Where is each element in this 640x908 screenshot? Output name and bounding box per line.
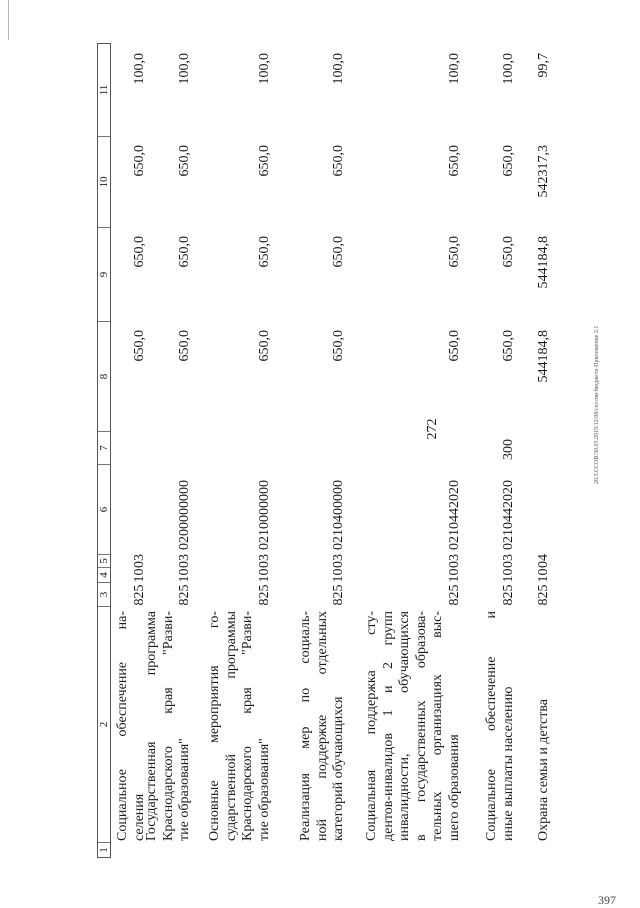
row-name-line: Краснодарского края "Разви- — [240, 611, 255, 841]
cell-col-10: 542317,3 — [536, 145, 551, 198]
cell-col-4: 10 — [536, 568, 551, 583]
cell-col-11: 99,7 — [536, 53, 551, 78]
cell-col-9: 650,0 — [446, 236, 462, 268]
row-name-cell: Реализация мер по социаль-ной поддержке … — [298, 607, 348, 843]
row-name-line: Государственная программа — [144, 611, 159, 841]
cell-col-8: 650,0 — [446, 330, 462, 362]
table-row: Социальное обеспечение и иные выплаты нас… — [484, 45, 517, 858]
cell-col-4: 10 — [177, 568, 192, 583]
cell-col-6: 0200000000 — [177, 480, 192, 550]
row-name-line: сударственной программы — [223, 611, 239, 841]
header-cell-8: 8 — [98, 321, 110, 431]
cell-col-9: 544184,8 — [536, 236, 551, 289]
cell-col-5: 04 — [536, 554, 551, 568]
footer-note: 20.3.ССОВ/30.05.2019/12:08/сессия-бюджет… — [594, 325, 600, 484]
cell-col-3: 825 — [177, 584, 192, 606]
header-cell-11: 11 — [98, 84, 110, 96]
row-name-cell: Государственная программа Краснодарского … — [144, 607, 194, 843]
cell-col-4: 10 — [331, 568, 346, 583]
cell-col-4: 10 — [446, 568, 462, 583]
row-name-cell: Социальная поддержка сту-дентов-инвалидо… — [364, 607, 463, 843]
cell-col-5: 03 — [256, 554, 272, 568]
row-name-cell: Охрана семьи и детства — [536, 607, 553, 843]
cell-col-7: 300 — [500, 439, 516, 460]
row-name-line: категорий обучающихся — [331, 696, 346, 841]
row-name-line: Социальная поддержка сту- — [364, 611, 379, 841]
header-cell-10: 10 — [98, 136, 110, 227]
cell-col-8: 650,0 — [256, 330, 272, 362]
cell-col-11: 100,0 — [446, 53, 462, 85]
cell-col-6: 0210442020 — [500, 480, 516, 550]
row-name-line: Основные мероприятия го- — [207, 611, 222, 841]
table-row: Государственная программа Краснодарского … — [144, 45, 194, 858]
header-cell-4: 4 — [98, 567, 110, 582]
cell-col-3: 825 — [256, 584, 272, 606]
cell-col-8: 650,0 — [177, 330, 192, 362]
cell-col-5: 03 — [500, 554, 516, 568]
header-cell-7: 7 — [98, 431, 110, 464]
cell-col-10: 650,0 — [331, 145, 346, 177]
row-name-line: Социальное обеспечение на- — [115, 611, 130, 841]
cell-col-3: 825 — [536, 584, 551, 606]
cell-col-5: 03 — [177, 554, 192, 568]
cell-col-9: 650,0 — [177, 236, 192, 268]
row-name-line: ной поддержке отдельных — [314, 611, 330, 841]
row-name-line: тельных организациях выс- — [430, 611, 445, 841]
table-header-row: 1 2 3 4 5 6 7 8 9 10 11 — [97, 43, 111, 858]
cell-col-10: 650,0 — [446, 145, 462, 177]
cell-col-3: 825 — [446, 584, 462, 606]
row-name-line: в государственных образова- — [413, 611, 429, 841]
row-name-line: шего образования — [446, 734, 462, 841]
scan-edge-mark — [8, 0, 9, 40]
cell-col-9: 650,0 — [500, 236, 516, 268]
cell-col-11: 100,0 — [256, 53, 272, 85]
cell-col-10: 650,0 — [256, 145, 272, 177]
row-name-line: тие образования" — [256, 738, 272, 841]
cell-col-9: 650,0 — [256, 236, 272, 268]
cell-col-10: 650,0 — [500, 145, 516, 177]
cell-col-6: 0210000000 — [256, 480, 272, 550]
cell-col-11: 100,0 — [177, 53, 192, 85]
row-name-line: Краснодарского края "Разви- — [160, 611, 176, 841]
cell-col-9: 650,0 — [331, 236, 346, 268]
cell-col-8: 650,0 — [331, 330, 346, 362]
cell-col-6: 0210442020 — [446, 480, 462, 550]
header-cell-2: 2 — [98, 606, 110, 842]
cell-col-4: 10 — [256, 568, 272, 583]
cell-col-11: 100,0 — [500, 53, 516, 85]
cell-col-4: 10 — [500, 568, 516, 583]
cell-col-3: 825 — [331, 584, 346, 606]
row-name-line: Охрана семьи и детства — [536, 699, 551, 841]
cell-col-5: 03 — [331, 554, 346, 568]
row-name-line: иные выплаты населению — [500, 686, 516, 841]
cell-col-6: 0210400000 — [331, 480, 346, 550]
cell-col-8: 650,0 — [500, 330, 516, 362]
table-row: Основные мероприятия го-сударственной пр… — [207, 45, 273, 858]
row-name-cell: Основные мероприятия го-сударственной пр… — [207, 607, 273, 843]
row-name-line: инвалидности, обучающихся — [397, 611, 412, 841]
table-row: Охрана семьи и детства 825 10 04 544184,8 544… — [536, 45, 553, 858]
header-cell-6: 6 — [98, 464, 110, 554]
row-name-cell: Социальное обеспечение и иные выплаты нас… — [484, 607, 517, 843]
cell-col-5: 03 — [446, 554, 462, 568]
row-name-line: дентов-инвалидов 1 и 2 групп — [380, 611, 396, 841]
table-row: Социальная поддержка сту-дентов-инвалидо… — [364, 45, 463, 858]
page-number-bottom: 397 — [598, 893, 616, 907]
header-cell-1: 1 — [98, 842, 110, 857]
cell-col-11: 100,0 — [331, 53, 346, 85]
cell-col-8: 544184,8 — [536, 330, 551, 383]
row-name-line: Реализация мер по социаль- — [298, 611, 313, 841]
row-name-line: Социальное обеспечение и — [484, 611, 499, 841]
header-cell-9: 9 — [98, 227, 110, 321]
table-row: Реализация мер по социаль-ной поддержке … — [298, 45, 348, 858]
header-cell-5: 5 — [98, 554, 110, 567]
row-name-line: тие образования" — [177, 738, 192, 841]
cell-col-3: 825 — [500, 584, 516, 606]
header-cell-3: 3 — [98, 582, 110, 606]
cell-col-10: 650,0 — [177, 145, 192, 177]
